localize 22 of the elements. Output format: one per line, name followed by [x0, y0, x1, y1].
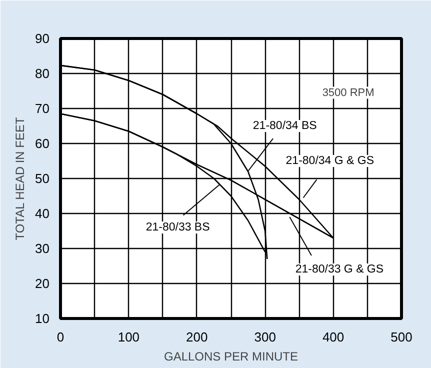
y-tick-label: 30 [35, 241, 50, 256]
y-tick-label: 50 [35, 171, 50, 186]
x-tick-label: 300 [254, 330, 276, 344]
x-tick-label: 400 [322, 330, 344, 344]
y-tick-label: 40 [35, 206, 50, 221]
y-tick-label: 20 [35, 276, 50, 291]
text: 21-80/33 BS [146, 222, 210, 234]
y-tick-label: 10 [35, 311, 50, 326]
y-tick-label: 70 [35, 101, 50, 116]
text: 21-80/34 BS [252, 120, 318, 132]
annotation: 3500 RPM [322, 86, 374, 99]
x-tick-label: 500 [390, 330, 412, 344]
x-tick-label: 100 [118, 330, 140, 344]
x-tick-label: 200 [186, 330, 208, 344]
y-tick-label: 90 [35, 31, 50, 46]
y-tick-label: 80 [35, 66, 50, 81]
x-axis-title: GALLONS PER MINUTE [164, 350, 298, 364]
series-label: 21-80/34 G & GS [286, 155, 374, 167]
x-tick-label: 0 [56, 330, 64, 344]
y-tick-label: 60 [35, 136, 50, 151]
y-axis-title: TOTAL HEAD IN FEET [13, 116, 28, 240]
text: 21-80/33 G & GS [295, 264, 384, 276]
